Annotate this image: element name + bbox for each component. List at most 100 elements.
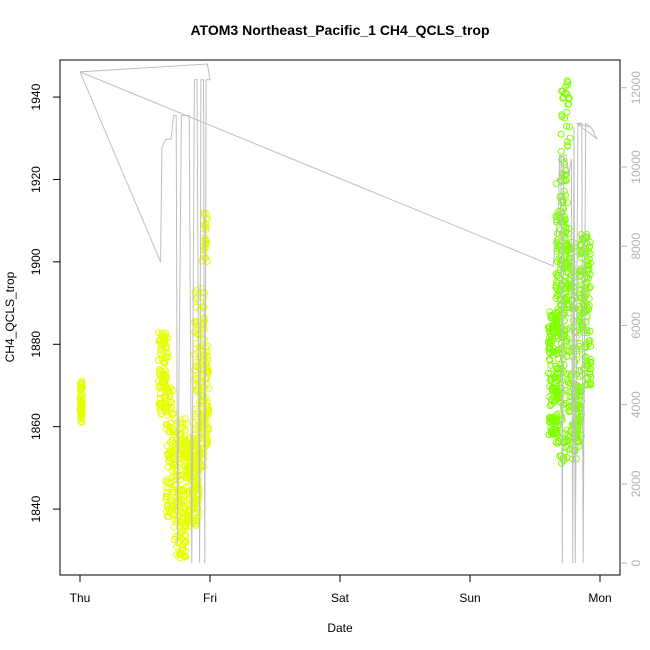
ch4-point xyxy=(583,307,591,315)
ch4-point xyxy=(560,454,567,462)
ch4-point xyxy=(172,458,180,466)
ch4-point xyxy=(583,230,591,238)
ch4-point xyxy=(159,358,167,366)
ch4-point xyxy=(547,370,555,378)
ch4-point xyxy=(169,485,177,493)
ch4-point xyxy=(78,378,86,385)
ch4-point xyxy=(176,485,184,493)
y-tick-label: 1900 xyxy=(29,248,43,275)
ch4-point xyxy=(546,342,554,350)
ch4-point xyxy=(202,375,210,383)
y2-axis: 0 2000 4000 6000 8000 10000 12000 xyxy=(620,71,643,566)
ch4-point xyxy=(564,142,572,150)
ch4-point xyxy=(553,272,561,280)
ch4-point xyxy=(160,365,168,373)
ch4-point xyxy=(563,426,571,434)
ch4-point xyxy=(559,94,567,102)
y2-tick-label: 8000 xyxy=(629,233,643,260)
ch4-point xyxy=(585,243,593,250)
ch4-point xyxy=(170,488,178,496)
ch4-point xyxy=(587,342,595,350)
ch4-point xyxy=(548,417,556,425)
ch4-point xyxy=(203,359,210,367)
ch4-point xyxy=(558,209,566,217)
ch4-point xyxy=(564,431,572,439)
ch4-point xyxy=(183,474,191,482)
ch4-point xyxy=(163,512,171,520)
ch4-point xyxy=(184,513,192,521)
altitude-path xyxy=(79,63,598,564)
ch4-point xyxy=(166,428,173,436)
ch4-point xyxy=(586,270,594,278)
ch4-point xyxy=(548,384,556,392)
ch4-point xyxy=(162,376,170,383)
ch4-point xyxy=(176,519,184,526)
ch4-point xyxy=(76,409,84,416)
ch4-point xyxy=(156,335,164,343)
ch4-point xyxy=(579,310,587,317)
ch4-point xyxy=(78,418,86,426)
ch4-point xyxy=(561,216,569,224)
y-axis-label: CH4_QCLS_trop xyxy=(3,271,17,362)
ch4-point xyxy=(155,329,162,337)
ch4-point xyxy=(156,394,164,402)
ch4-point xyxy=(553,418,561,426)
ch4-point xyxy=(203,437,211,445)
ch4-point xyxy=(585,265,593,273)
ch4-point xyxy=(158,371,166,379)
ch4-point xyxy=(586,327,594,335)
ch4-point xyxy=(553,286,561,294)
ch4-point xyxy=(77,410,85,418)
ch4-point xyxy=(557,362,565,370)
ch4-point xyxy=(178,546,186,554)
ch4-point xyxy=(78,385,86,392)
ch4-point xyxy=(183,453,191,461)
ch4-point xyxy=(168,411,176,419)
y-axis: 1840 1860 1880 1900 1920 1940 xyxy=(29,83,60,522)
ch4-point xyxy=(560,346,568,354)
ch4-point xyxy=(163,404,171,412)
y-tick-label: 1920 xyxy=(29,166,43,193)
ch4-point xyxy=(77,385,85,393)
ch4-point xyxy=(584,362,592,370)
ch4-point xyxy=(162,329,169,337)
ch4-point xyxy=(550,348,558,356)
altitude-line xyxy=(79,63,598,564)
ch4-point xyxy=(168,399,176,407)
ch4-point xyxy=(170,523,178,531)
y-tick-label: 1840 xyxy=(29,495,43,522)
ch4-point xyxy=(552,284,560,292)
ch4-point xyxy=(585,284,593,292)
ch4-point xyxy=(544,323,552,331)
ch4-point xyxy=(558,155,566,163)
ch4-point xyxy=(565,94,573,102)
ch4-point xyxy=(583,257,591,265)
y2-tick-label: 10000 xyxy=(629,150,643,184)
ch4-point xyxy=(170,510,178,518)
ch4-point xyxy=(553,365,561,373)
ch4-point xyxy=(551,333,559,341)
ch4-point xyxy=(184,509,191,517)
ch4-point xyxy=(586,238,594,246)
ch4-point xyxy=(563,326,571,334)
ch4-point xyxy=(559,87,567,95)
ch4-point xyxy=(169,410,177,418)
ch4-point xyxy=(194,476,202,483)
ch4-point xyxy=(205,426,213,434)
ch4-point xyxy=(577,432,585,439)
ch4-point xyxy=(169,386,177,394)
ch4-point xyxy=(154,356,162,364)
ch4-point xyxy=(165,387,173,395)
ch4-point xyxy=(162,484,170,491)
ch4-point xyxy=(552,318,560,326)
ch4-point xyxy=(580,365,588,373)
ch4-point xyxy=(554,439,562,447)
ch4-point xyxy=(563,108,571,116)
ch4-point xyxy=(563,335,571,343)
ch4-point xyxy=(553,308,561,316)
chart-title: ATOM3 Northeast_Pacific_1 CH4_QCLS_trop xyxy=(190,22,489,38)
ch4-point xyxy=(77,418,85,426)
y-tick-label: 1860 xyxy=(29,413,43,440)
